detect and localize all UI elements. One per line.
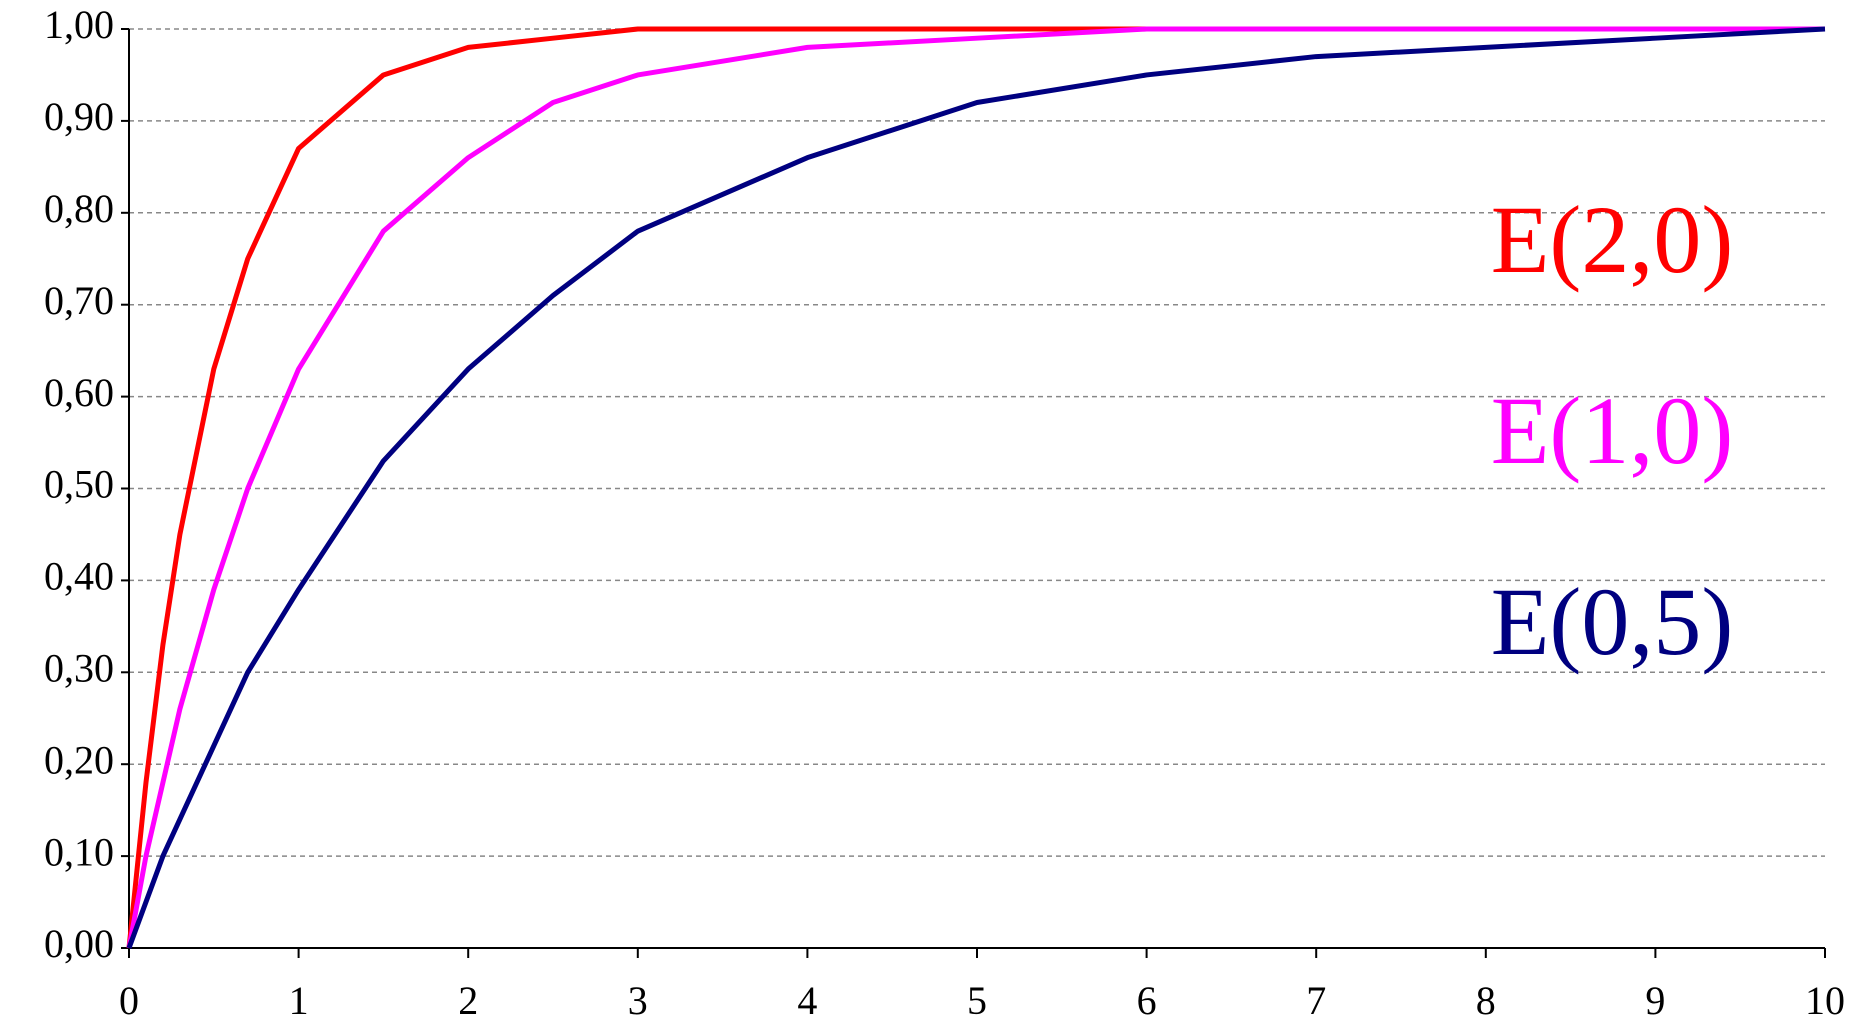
y-tick-label: 0,50 [44, 462, 114, 507]
y-tick-label: 0,90 [44, 94, 114, 139]
x-tick-label: 3 [628, 978, 648, 1023]
y-tick-label: 0,60 [44, 370, 114, 415]
legend-label: E(0,5) [1491, 568, 1734, 675]
y-tick-label: 0,20 [44, 737, 114, 782]
x-tick-label: 0 [119, 978, 139, 1023]
y-tick-label: 0,00 [44, 921, 114, 966]
y-tick-label: 0,30 [44, 645, 114, 690]
y-tick-label: 1,00 [44, 2, 114, 47]
series-line [126, 26, 1826, 949]
x-tick-label: 2 [458, 978, 478, 1023]
legend-label: E(1,0) [1491, 377, 1734, 484]
series-line [126, 26, 1825, 949]
x-tick-label: 10 [1805, 978, 1845, 1023]
x-tick-label: 5 [967, 978, 987, 1023]
x-tick-label: 4 [797, 978, 817, 1023]
x-tick-label: 1 [289, 978, 309, 1023]
legend-label: E(2,0) [1491, 186, 1734, 293]
y-tick-label: 0,10 [44, 829, 114, 874]
x-tick-label: 6 [1137, 978, 1157, 1023]
x-tick-label: 8 [1476, 978, 1496, 1023]
y-tick-label: 0,70 [44, 278, 114, 323]
x-tick-label: 9 [1645, 978, 1665, 1023]
y-tick-label: 0,40 [44, 554, 114, 599]
y-tick-label: 0,80 [44, 186, 114, 231]
x-tick-label: 7 [1306, 978, 1326, 1023]
